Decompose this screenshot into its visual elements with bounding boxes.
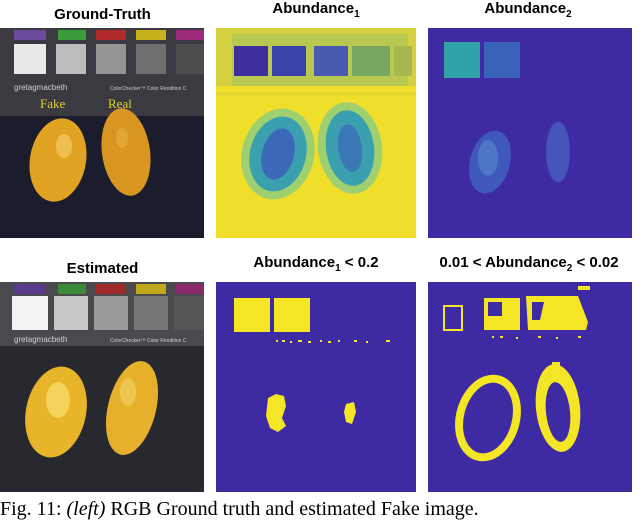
- abundance1-threshold-title: Abundance1 < 0.2: [216, 254, 416, 274]
- th2-title-tail: < 0.02: [572, 254, 619, 271]
- th2-title-head: 0.01 < Abundance: [439, 254, 567, 271]
- abundance2-threshold-title: 0.01 < Abundance2 < 0.02: [418, 254, 640, 274]
- th1-title-tail: < 0.2: [340, 254, 379, 271]
- abundance1-title-sub: 1: [354, 9, 360, 20]
- caption-rest: RGB Ground truth and estimated Fake imag…: [105, 498, 479, 520]
- abundance1-threshold-map: [216, 282, 416, 492]
- figure-caption: Fig. 11: (left) RGB Ground truth and est…: [0, 498, 640, 521]
- th2-title-sub: 2: [566, 263, 573, 274]
- chart-name-label-est: ColorChecker™ Color Rendition C: [110, 338, 187, 344]
- estimated-photo: gretagmacbeth ColorChecker™ Color Rendit…: [0, 282, 204, 492]
- th1-title-main: Abundance: [253, 254, 336, 271]
- chart-brand-label: gretagmacbeth: [14, 83, 67, 92]
- caption-italic: (left): [66, 498, 106, 520]
- abundance2-threshold-map: [428, 282, 632, 492]
- real-label: Real: [108, 96, 132, 111]
- ground-truth-photo: gretagmacbeth ColorChecker™ Color Rendit…: [0, 28, 204, 238]
- abundance2-title-main: Abundance: [484, 0, 567, 17]
- caption-prefix: Fig. 11:: [0, 498, 67, 520]
- abundance2-map: [428, 28, 632, 238]
- abundance2-title: Abundance2: [428, 0, 628, 20]
- abundance1-title-main: Abundance: [272, 0, 355, 17]
- th1-title-sub: 1: [335, 263, 341, 274]
- abundance1-title: Abundance1: [216, 0, 416, 20]
- abundance1-map: [216, 28, 416, 238]
- abundance2-title-sub: 2: [566, 9, 572, 20]
- fake-label: Fake: [40, 96, 66, 111]
- chart-name-label: ColorChecker™ Color Rendition C: [110, 86, 187, 92]
- chart-brand-label-est: gretagmacbeth: [14, 335, 67, 344]
- estimated-title: Estimated: [66, 260, 139, 277]
- ground-truth-title: Ground-Truth: [54, 6, 151, 23]
